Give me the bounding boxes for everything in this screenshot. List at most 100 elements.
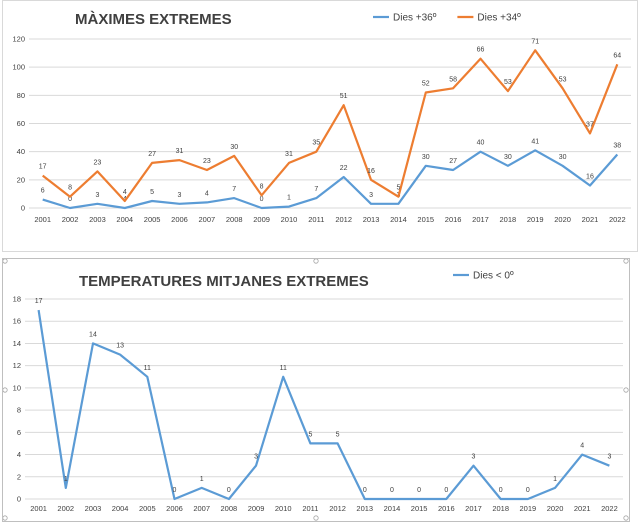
x-tick-label: 2006 [166, 504, 183, 513]
x-tick-label: 2002 [57, 504, 74, 513]
data-label: 5 [396, 185, 400, 192]
data-label: 30 [230, 144, 238, 151]
x-tick-label: 2005 [139, 504, 156, 513]
x-tick-label: 2016 [438, 504, 455, 513]
resize-handle [623, 387, 629, 393]
x-tick-label: 2019 [527, 215, 544, 224]
data-label: 66 [477, 47, 485, 54]
data-label: 5 [150, 189, 154, 196]
x-tick-label: 2010 [275, 504, 292, 513]
y-tick-label: 2 [17, 472, 21, 481]
y-tick-label: 0 [17, 495, 21, 504]
data-label: 64 [613, 52, 621, 59]
x-tick-label: 2014 [390, 215, 407, 224]
x-tick-label: 2007 [199, 215, 216, 224]
resize-handle [623, 515, 629, 521]
x-tick-label: 2010 [281, 215, 298, 224]
y-tick-label: 40 [17, 147, 25, 156]
data-label: 6 [41, 188, 45, 195]
y-tick-label: 0 [21, 204, 25, 213]
y-tick-label: 60 [17, 119, 25, 128]
data-label: 3 [369, 192, 373, 199]
chart-title: MÀXIMES EXTREMES [75, 11, 232, 28]
x-tick-label: 2004 [112, 504, 129, 513]
data-label: 5 [308, 431, 312, 438]
data-label: 3 [607, 454, 611, 461]
data-label: 35 [312, 140, 320, 147]
data-label: 0 [444, 487, 448, 494]
x-tick-label: 2008 [221, 504, 238, 513]
data-label: 16 [367, 168, 375, 175]
x-tick-label: 2018 [492, 504, 509, 513]
data-label: 51 [340, 93, 348, 100]
data-label: 4 [580, 443, 584, 450]
x-tick-label: 2001 [34, 215, 51, 224]
x-tick-label: 2021 [574, 504, 591, 513]
legend-entry: Dies +36º [393, 13, 437, 24]
series-line-2 [42, 49, 619, 203]
data-label: 17 [35, 298, 43, 305]
data-label: 41 [531, 138, 539, 145]
x-tick-label: 2013 [356, 504, 373, 513]
data-label: 3 [254, 454, 258, 461]
data-label: 40 [477, 140, 485, 147]
data-label: 30 [504, 154, 512, 161]
data-label: 11 [144, 365, 151, 372]
x-tick-label: 2015 [417, 215, 434, 224]
data-label: 16 [586, 173, 594, 180]
y-tick-label: 16 [13, 317, 21, 326]
data-label: 38 [613, 142, 621, 149]
data-label: 0 [227, 487, 231, 494]
x-tick-label: 2014 [384, 504, 401, 513]
y-tick-label: 14 [13, 339, 21, 348]
resize-handle [3, 259, 8, 264]
x-tick-label: 2022 [609, 215, 626, 224]
x-tick-label: 2017 [465, 504, 482, 513]
resize-handle [313, 259, 319, 264]
data-label: 8 [260, 183, 264, 190]
x-tick-label: 2020 [547, 504, 564, 513]
x-tick-label: 2011 [302, 504, 318, 513]
data-label: 0 [363, 487, 367, 494]
data-label: 23 [94, 159, 102, 166]
x-tick-label: 2006 [171, 215, 188, 224]
data-label: 22 [340, 165, 348, 172]
data-label: 1 [200, 476, 204, 483]
x-tick-label: 2001 [30, 504, 47, 513]
y-tick-label: 12 [13, 361, 21, 370]
x-tick-label: 2012 [329, 504, 346, 513]
data-label: 37 [586, 121, 594, 128]
chart-mitjanes: TEMPERATURES MITJANES EXTREMES0246810121… [3, 259, 629, 521]
x-tick-label: 2017 [472, 215, 489, 224]
data-label: 7 [232, 186, 236, 193]
data-label: 3 [95, 192, 99, 199]
data-label: 27 [148, 151, 156, 158]
data-label: 7 [314, 186, 318, 193]
data-label: 0 [173, 487, 177, 494]
data-label: 0 [68, 196, 72, 203]
data-label: 1 [287, 195, 291, 202]
x-tick-label: 2003 [85, 504, 102, 513]
x-tick-label: 2021 [582, 215, 599, 224]
x-tick-label: 2005 [144, 215, 161, 224]
x-tick-label: 2008 [226, 215, 243, 224]
data-label: 3 [178, 192, 182, 199]
data-label: 0 [526, 487, 530, 494]
data-label: 13 [116, 343, 124, 350]
y-tick-label: 4 [17, 450, 21, 459]
chart-panel-mitjanes[interactable]: TEMPERATURES MITJANES EXTREMES 0 2 4 6 8 10 12 1… [2, 258, 630, 522]
chart-panel-maximes[interactable]: MÀXIMES EXTREMES 0 20 40 60 80 100 120 2001 2002 2… [2, 0, 638, 252]
x-tick-label: 2002 [62, 215, 79, 224]
data-label: 31 [285, 151, 293, 158]
data-label: 58 [449, 76, 457, 83]
x-tick-label: 2013 [363, 215, 380, 224]
legend-entry: Dies < 0º [473, 271, 514, 282]
data-label: 31 [176, 148, 184, 155]
data-label: 11 [280, 365, 287, 372]
data-label: 0 [390, 487, 394, 494]
resize-handle [3, 387, 8, 393]
legend-entry: Dies +34º [477, 13, 521, 24]
x-tick-label: 2004 [116, 215, 133, 224]
series-line-1 [42, 149, 619, 210]
